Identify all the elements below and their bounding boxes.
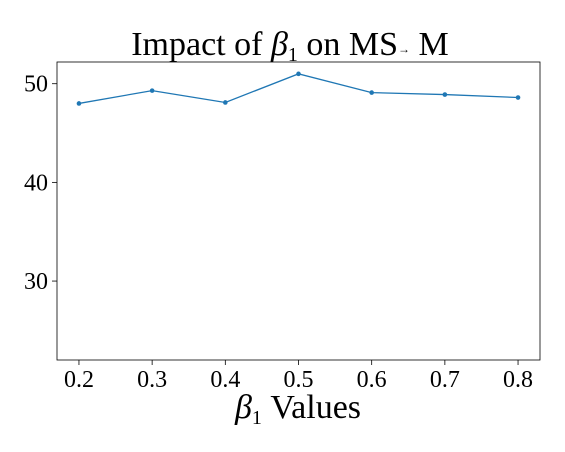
x-tick-label: 0.6	[357, 367, 387, 393]
y-tick-label: 50	[24, 72, 48, 98]
x-tick-label: 0.4	[210, 367, 240, 393]
x-axis-label: β1 Values	[234, 389, 361, 429]
y-axis-ticks: 30 40 50	[24, 72, 57, 295]
data-point	[149, 88, 155, 93]
chart-title: Impact of β1 on MS→ M	[131, 26, 449, 66]
data-point	[296, 71, 301, 77]
y-tick-label: 30	[24, 269, 48, 295]
series-line	[78, 73, 519, 105]
x-tick-label: 0.3	[137, 367, 167, 393]
data-point	[369, 90, 374, 95]
y-tick-label: 40	[24, 170, 48, 196]
data-point	[442, 92, 448, 97]
series-points	[76, 71, 521, 106]
data-point	[76, 101, 82, 106]
x-tick-label: 0.5	[284, 367, 314, 393]
plot-frame	[56, 61, 541, 361]
x-axis-ticks: 0.2 0.3 0.4 0.5 0.6 0.7 0.8	[64, 360, 533, 393]
data-point	[515, 95, 521, 100]
data-point	[223, 100, 228, 105]
series-lines	[78, 73, 519, 105]
x-tick-label: 0.2	[64, 367, 94, 393]
x-tick-label: 0.7	[430, 367, 460, 393]
x-tick-label: 0.8	[503, 367, 533, 393]
